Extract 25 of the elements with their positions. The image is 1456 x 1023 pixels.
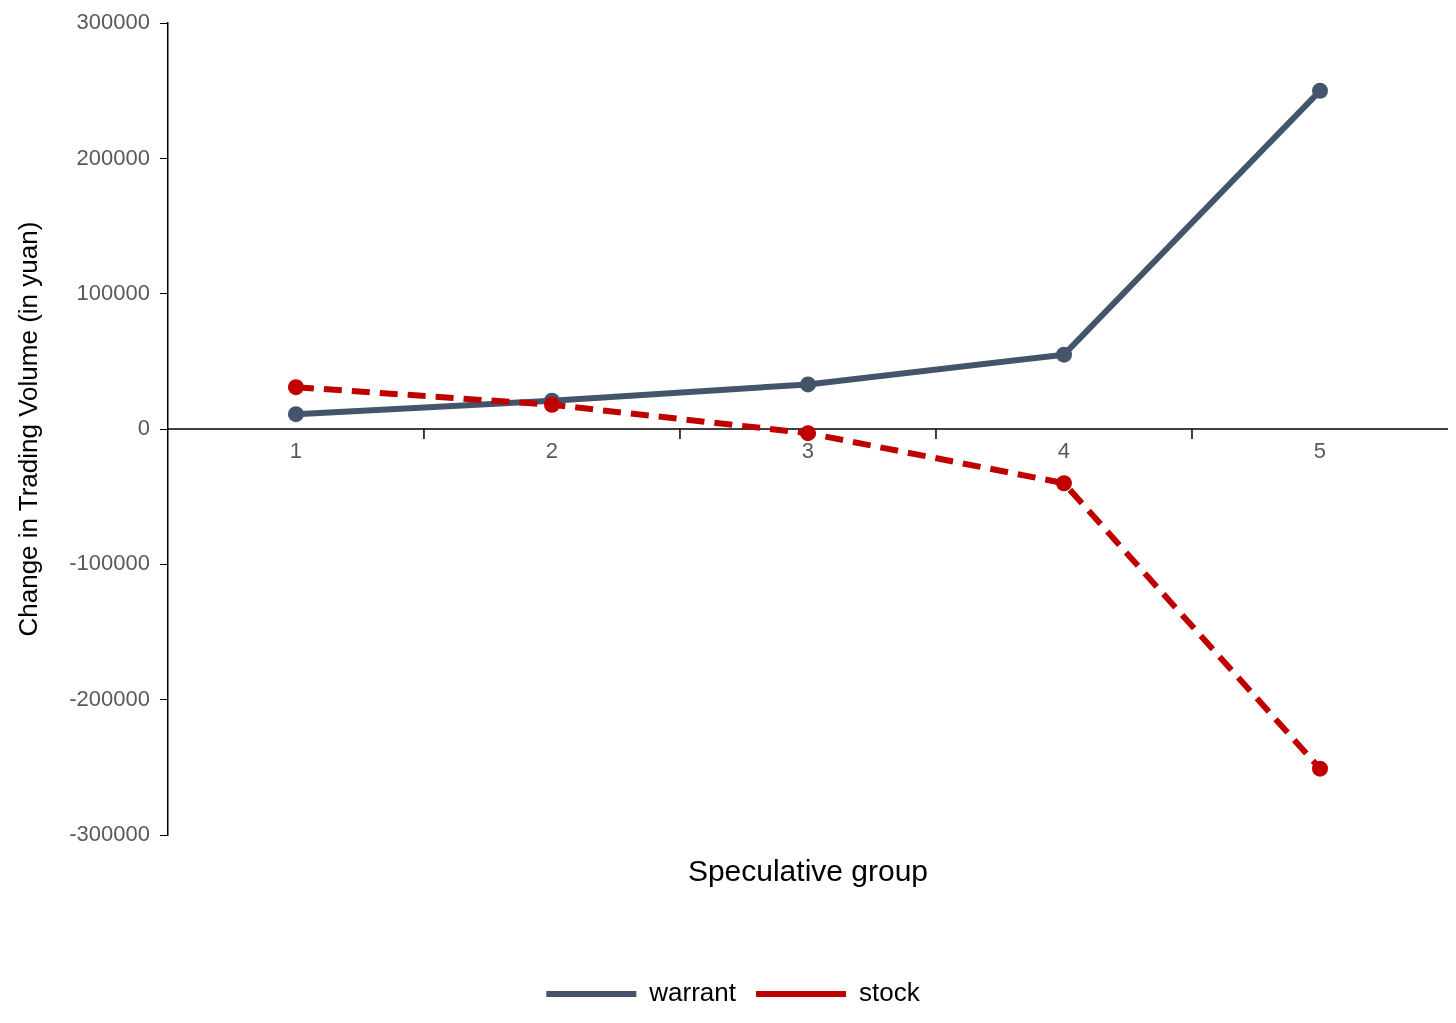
- point: [1055, 475, 1072, 492]
- y-axis-title: Change in Trading Volume (in yuan): [12, 221, 43, 637]
- x-tick-label: 1: [289, 438, 303, 464]
- x-tick-label: 3: [801, 438, 815, 464]
- y-tick-label: 300000: [76, 9, 150, 35]
- y-tick-label: -200000: [69, 685, 150, 711]
- point: [1311, 760, 1328, 777]
- point: [287, 379, 304, 396]
- point: [799, 376, 816, 393]
- y-tick-label: 100000: [76, 279, 150, 305]
- point: [1311, 82, 1328, 99]
- y-tick-label: -100000: [69, 550, 150, 576]
- y-tick-label: 200000: [76, 144, 150, 170]
- legend-label: warrant: [648, 977, 737, 1008]
- x-tick-label: 2: [545, 438, 559, 464]
- point: [1055, 346, 1072, 363]
- point: [799, 425, 816, 442]
- x-axis-title: Speculative group: [687, 854, 929, 888]
- y-tick-label: 0: [137, 415, 150, 441]
- x-tick-label: 4: [1057, 438, 1071, 464]
- legend-label: stock: [859, 977, 921, 1008]
- point: [543, 396, 560, 413]
- y-tick-label: -300000: [69, 821, 150, 847]
- point: [287, 406, 304, 423]
- x-tick-label: 5: [1313, 438, 1327, 464]
